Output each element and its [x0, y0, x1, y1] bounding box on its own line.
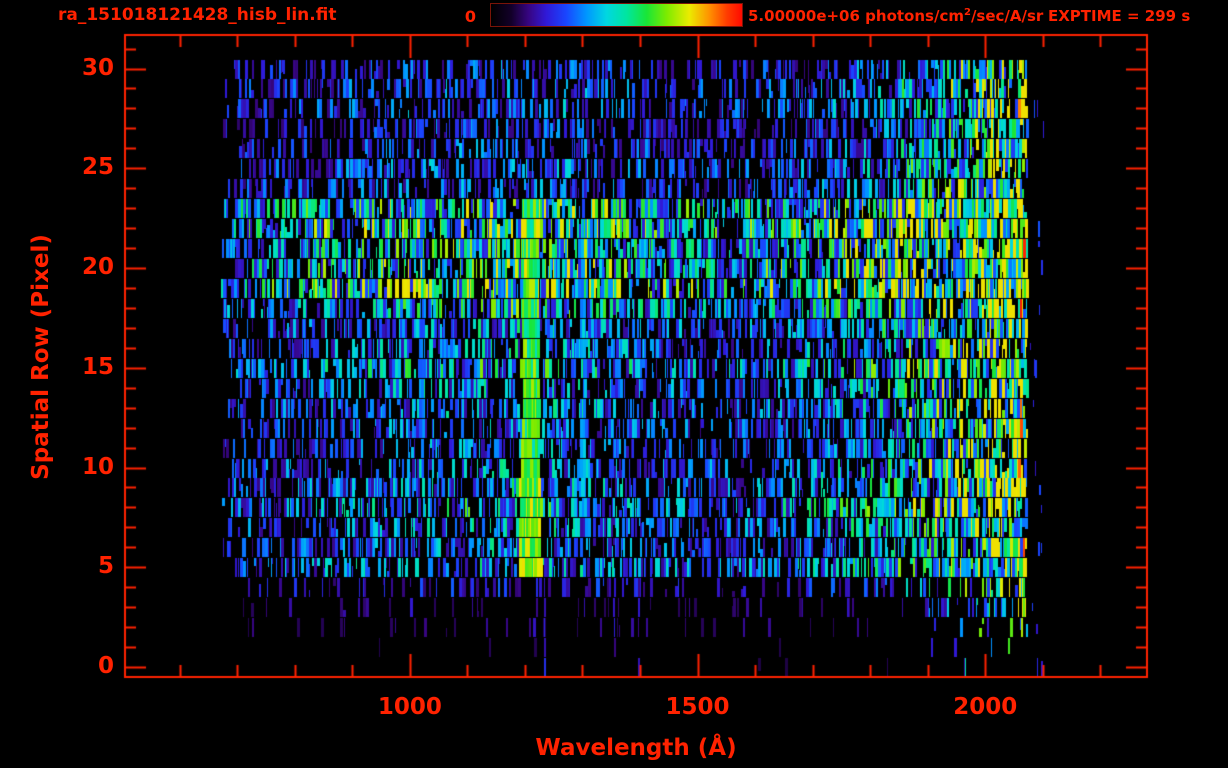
colorbar-min-label: 0	[464, 7, 476, 26]
x-axis-title: Wavelength (Å)	[535, 735, 737, 761]
exptime-label: EXPTIME = 299 s	[1048, 7, 1191, 25]
y-axis-title: Spatial Row (Pixel)	[28, 234, 54, 480]
y-tick-label: 15	[81, 353, 114, 380]
colorbar-max-label-value: 5.00000e+06 photons/cm	[748, 7, 964, 25]
colorbar-max-label-units: /sec/A/sr	[970, 7, 1044, 25]
x-tick-label: 2000	[953, 694, 1018, 720]
y-tick-label: 30	[81, 54, 114, 81]
y-tick-label: 10	[81, 453, 114, 480]
plot-title: ra_151018121428_hisb_lin.fit	[58, 5, 337, 25]
colorbar-max-label-exponent: 2	[963, 7, 971, 18]
y-tick-label: 5	[97, 553, 114, 580]
x-tick-label: 1500	[665, 694, 730, 720]
y-tick-label: 0	[97, 653, 114, 679]
colorbar-max-label: 5.00000e+06 photons/cm2/sec/A/sr	[748, 7, 1043, 25]
y-tick-label: 20	[81, 254, 114, 280]
colorbar-gradient	[490, 3, 743, 27]
x-tick-label: 1000	[377, 694, 442, 720]
y-tick-label: 25	[81, 154, 114, 181]
